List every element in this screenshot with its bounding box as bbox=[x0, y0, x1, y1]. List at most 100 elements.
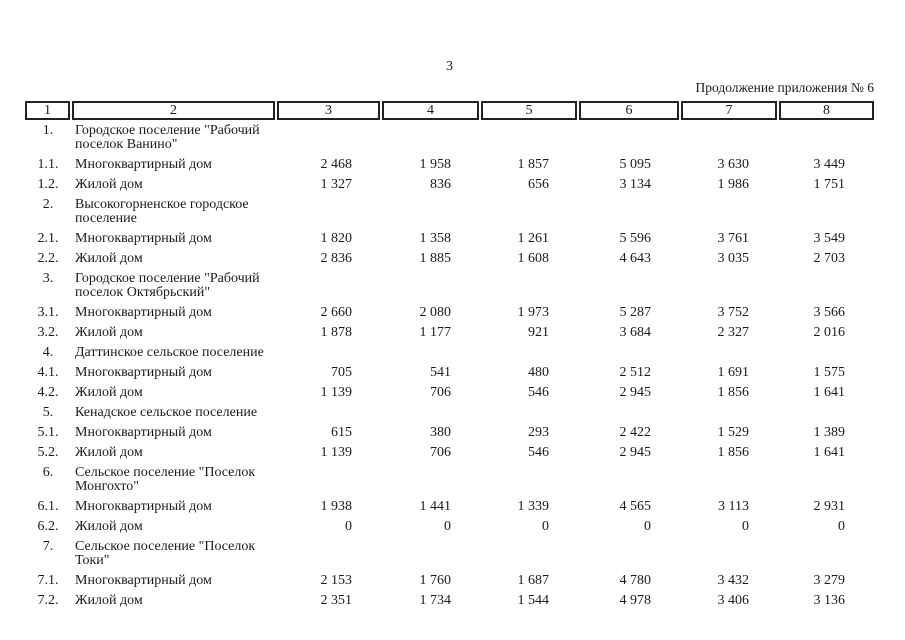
column-header-7: 7 bbox=[681, 101, 777, 120]
table-row: 2.1. Многоквартирный дом 1 820 1 358 1 261 5 … bbox=[25, 229, 874, 249]
row-value-col7: 3 035 bbox=[717, 251, 750, 266]
row-value-col7 bbox=[680, 466, 778, 494]
row-number: 3.1. bbox=[37, 305, 59, 320]
row-value-col5 bbox=[480, 272, 578, 300]
table-row: 1. Городское поселение "Рабочий поселок В… bbox=[25, 121, 874, 155]
row-value-col7: 3 406 bbox=[717, 593, 750, 608]
row-value-col5 bbox=[480, 346, 578, 360]
row-value-col7 bbox=[680, 346, 778, 360]
row-number: 2.2. bbox=[37, 251, 59, 266]
row-value-col5: 1 339 bbox=[517, 499, 550, 514]
row-value-col5: 1 687 bbox=[517, 573, 550, 588]
row-value-col7 bbox=[680, 272, 778, 300]
row-value-col5: 546 bbox=[528, 385, 549, 400]
row-value-col5: 0 bbox=[542, 519, 549, 534]
page-number: 3 bbox=[446, 59, 453, 74]
row-value-col8 bbox=[778, 540, 874, 568]
row-value-col7 bbox=[680, 540, 778, 568]
row-number: 6.2. bbox=[37, 519, 59, 534]
row-name: Жилой дом bbox=[75, 385, 143, 400]
row-value-col8: 3 279 bbox=[813, 573, 846, 588]
row-value-col8: 0 bbox=[838, 519, 845, 534]
row-value-col8: 3 136 bbox=[813, 593, 846, 608]
column-header-6: 6 bbox=[579, 101, 679, 120]
row-value-col6: 3 684 bbox=[619, 325, 652, 340]
row-value-col6 bbox=[578, 540, 680, 568]
row-number: 6. bbox=[42, 465, 54, 480]
row-value-col6 bbox=[578, 124, 680, 152]
row-value-col8 bbox=[778, 406, 874, 420]
table-header-row: 1 2 3 4 5 6 7 8 bbox=[25, 101, 874, 120]
row-value-col6: 2 945 bbox=[619, 385, 652, 400]
row-number: 1.1. bbox=[37, 157, 59, 172]
row-value-col5: 921 bbox=[528, 325, 549, 340]
row-value-col6: 4 565 bbox=[619, 499, 652, 514]
row-value-col8: 1 751 bbox=[813, 177, 846, 192]
row-value-col3: 2 660 bbox=[320, 305, 353, 320]
row-value-col5 bbox=[480, 198, 578, 226]
row-value-col6: 2 422 bbox=[619, 425, 652, 440]
table-row: 5.2. Жилой дом 1 139 706 546 2 945 1 856 1 641 bbox=[25, 443, 874, 463]
row-value-col4 bbox=[381, 406, 480, 420]
row-value-col5: 1 608 bbox=[517, 251, 550, 266]
row-value-col3: 615 bbox=[331, 425, 352, 440]
row-value-col5: 1 857 bbox=[517, 157, 550, 172]
row-number: 5. bbox=[42, 405, 54, 420]
table-row: 6.2. Жилой дом 0 0 0 0 0 0 bbox=[25, 517, 874, 537]
row-value-col6: 0 bbox=[644, 519, 651, 534]
row-value-col8: 3 566 bbox=[813, 305, 846, 320]
row-value-col5: 293 bbox=[528, 425, 549, 440]
row-value-col3: 1 938 bbox=[320, 499, 353, 514]
row-name: Высокогорненское городское поселение bbox=[75, 197, 249, 226]
row-value-col4 bbox=[381, 346, 480, 360]
row-name: Жилой дом bbox=[75, 251, 143, 266]
row-value-col5: 656 bbox=[528, 177, 549, 192]
page-content: 3 Продолжение приложения № 6 1 2 3 4 5 6… bbox=[25, 0, 874, 611]
column-header-8: 8 bbox=[779, 101, 874, 120]
row-value-col3: 1 139 bbox=[320, 445, 353, 460]
row-value-col4: 1 885 bbox=[419, 251, 452, 266]
table-row: 5. Кенадское сельское поселение bbox=[25, 403, 874, 423]
table-row: 4.2. Жилой дом 1 139 706 546 2 945 1 856 1 641 bbox=[25, 383, 874, 403]
row-value-col4: 836 bbox=[430, 177, 451, 192]
row-value-col8: 1 641 bbox=[813, 385, 846, 400]
row-value-col8: 1 389 bbox=[813, 425, 846, 440]
column-header-4: 4 bbox=[382, 101, 479, 120]
row-number: 5.1. bbox=[37, 425, 59, 440]
row-value-col3: 1 820 bbox=[320, 231, 353, 246]
table-row: 2.2. Жилой дом 2 836 1 885 1 608 4 643 3 035 2 … bbox=[25, 249, 874, 269]
row-name: Городское поселение "Рабочий поселок Ван… bbox=[75, 123, 260, 152]
table-row: 6.1. Многоквартирный дом 1 938 1 441 1 339 4 … bbox=[25, 497, 874, 517]
row-value-col4: 1 760 bbox=[419, 573, 452, 588]
row-value-col7: 1 691 bbox=[717, 365, 750, 380]
row-value-col8 bbox=[778, 346, 874, 360]
table-row: 3.1. Многоквартирный дом 2 660 2 080 1 973 5 … bbox=[25, 303, 874, 323]
row-value-col7 bbox=[680, 406, 778, 420]
row-number: 7.1. bbox=[37, 573, 59, 588]
row-name: Многоквартирный дом bbox=[75, 365, 212, 380]
row-value-col7: 3 752 bbox=[717, 305, 750, 320]
row-value-col3: 0 bbox=[345, 519, 352, 534]
row-name: Многоквартирный дом bbox=[75, 425, 212, 440]
row-value-col3: 2 351 bbox=[320, 593, 353, 608]
row-value-col4 bbox=[381, 124, 480, 152]
table-row: 1.1. Многоквартирный дом 2 468 1 958 1 857 5 … bbox=[25, 155, 874, 175]
table-row: 2. Высокогорненское городское поселение bbox=[25, 195, 874, 229]
column-header-1: 1 bbox=[25, 101, 70, 120]
row-value-col3 bbox=[276, 346, 381, 360]
column-header-2: 2 bbox=[72, 101, 275, 120]
row-value-col4 bbox=[381, 272, 480, 300]
row-value-col6 bbox=[578, 272, 680, 300]
row-name: Даттинское сельское поселение bbox=[75, 345, 264, 360]
table-row: 4.1. Многоквартирный дом 705 541 480 2 512 1 6… bbox=[25, 363, 874, 383]
row-value-col7: 0 bbox=[742, 519, 749, 534]
row-value-col6: 5 596 bbox=[619, 231, 652, 246]
row-number: 7.2. bbox=[37, 593, 59, 608]
row-value-col6 bbox=[578, 346, 680, 360]
row-value-col5 bbox=[480, 540, 578, 568]
row-value-col8 bbox=[778, 124, 874, 152]
row-value-col3: 2 468 bbox=[320, 157, 353, 172]
row-value-col4: 1 441 bbox=[419, 499, 452, 514]
table-body: 1. Городское поселение "Рабочий поселок В… bbox=[25, 121, 874, 611]
